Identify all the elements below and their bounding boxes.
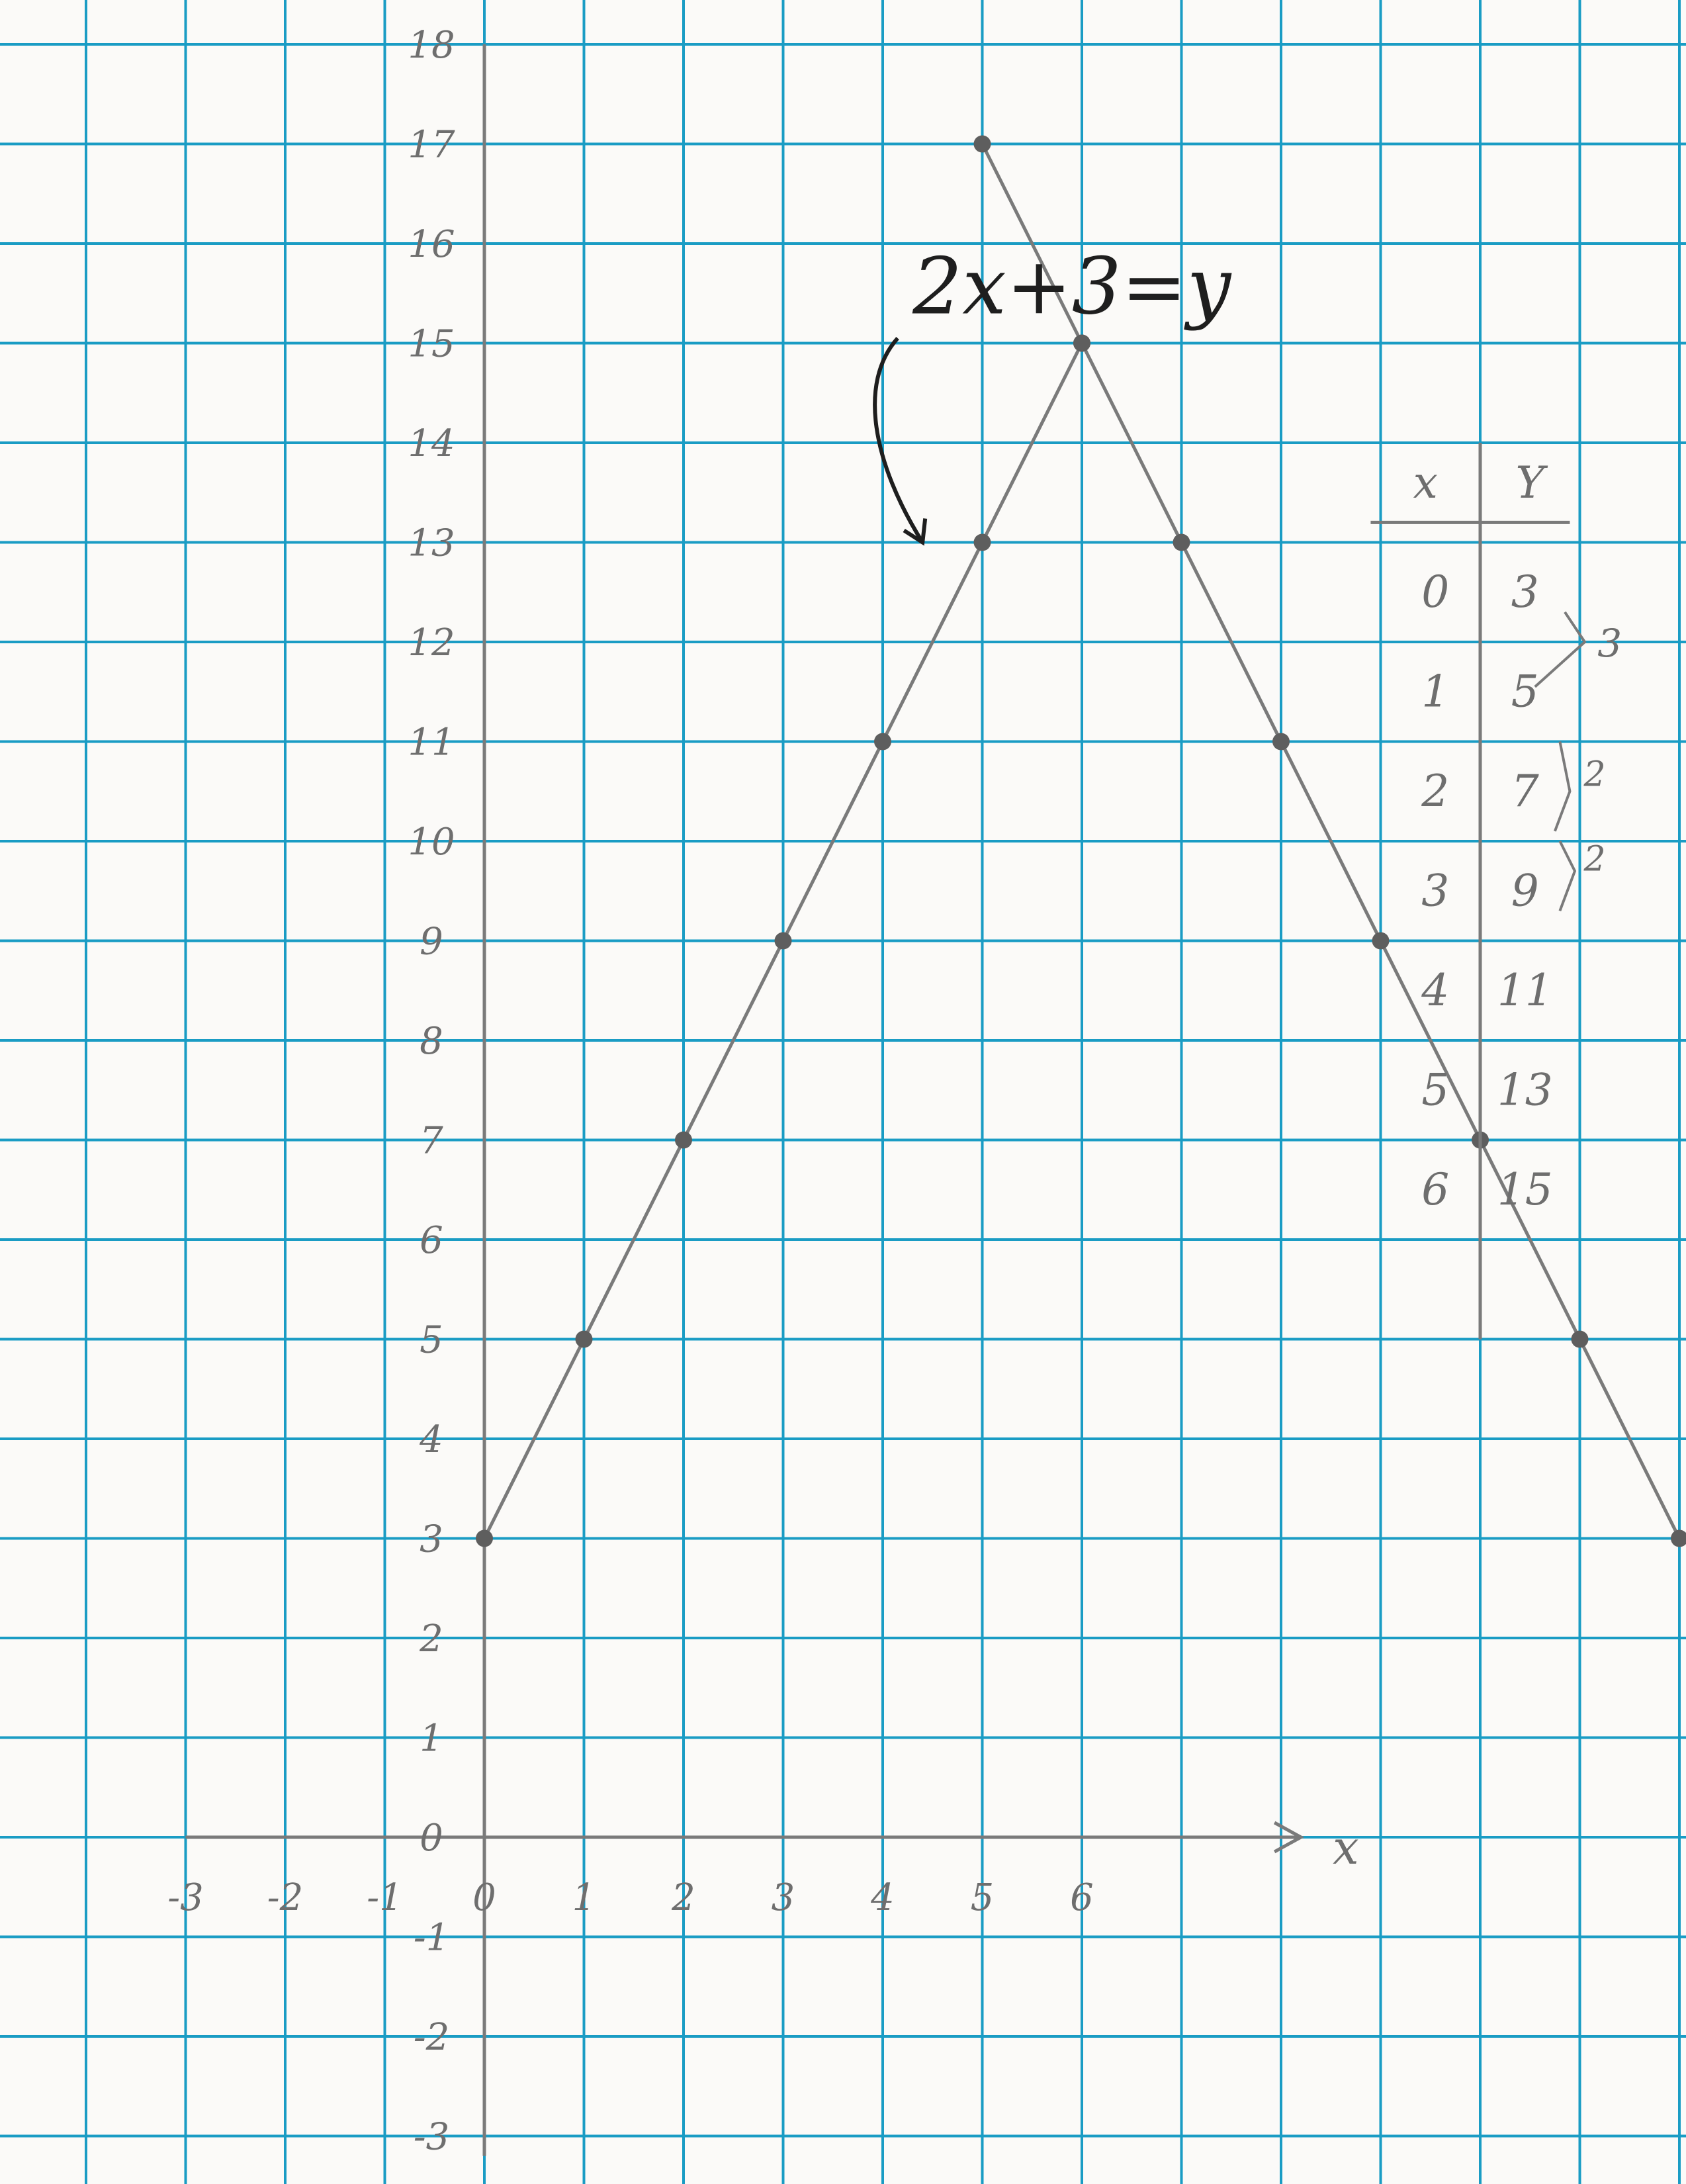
table-cell-y: 3 (1511, 567, 1539, 617)
data-point (1173, 533, 1190, 551)
y-tick-label: 14 (408, 422, 455, 465)
y-tick-label: 13 (408, 522, 455, 565)
y-tick-label: 1 (420, 1717, 443, 1760)
table-cell-x: 4 (1421, 965, 1449, 1016)
data-point (1372, 932, 1390, 950)
difference-bracket (1558, 841, 1577, 912)
y-tick-label: 18 (408, 24, 455, 67)
y-tick-label: 3 (420, 1518, 443, 1561)
y-tick-label: 16 (408, 223, 455, 266)
data-point (1571, 1330, 1589, 1348)
x-tick-label: 0 (472, 1876, 496, 1919)
table-cell-y: 9 (1511, 865, 1539, 916)
table-cell-y: 15 (1497, 1164, 1553, 1215)
x-axis-label: x (1333, 1821, 1358, 1875)
table-cell-y: 13 (1497, 1064, 1553, 1115)
table-cell-x: 0 (1421, 567, 1449, 617)
y-tick-label: -1 (414, 1917, 450, 1960)
y-tick-label: 8 (420, 1020, 443, 1063)
data-point (675, 1131, 692, 1149)
y-tick-label: 10 (408, 821, 455, 864)
table-cell-x: 3 (1421, 865, 1449, 916)
x-tick-label: 5 (971, 1876, 995, 1919)
table-header-y: Y (1515, 457, 1548, 508)
x-tick-label: 3 (772, 1876, 795, 1919)
y-tick-label: 12 (408, 621, 455, 664)
y-tick-label: 15 (408, 323, 455, 366)
data-point (774, 932, 792, 950)
data-point (973, 135, 991, 153)
data-point (476, 1529, 493, 1547)
data-point (1671, 1529, 1686, 1547)
table-cell-x: 5 (1421, 1064, 1449, 1115)
table-difference: 2 (1583, 755, 1606, 795)
table-cell-y: 11 (1497, 965, 1553, 1016)
chart-title: 2x+3=y (912, 240, 1231, 332)
y-tick-label: 7 (420, 1120, 443, 1163)
data-point (973, 533, 991, 551)
y-tick-label: 2 (419, 1617, 443, 1661)
y-tick-label: 4 (419, 1418, 443, 1461)
y-tick-label: 17 (408, 124, 455, 167)
data-point (1272, 733, 1290, 751)
table-cell-x: 6 (1421, 1164, 1449, 1215)
x-tick-label: -2 (267, 1876, 304, 1919)
table-cell-y: 5 (1511, 666, 1539, 717)
y-tick-label: 0 (420, 1817, 443, 1860)
x-tick-label: 4 (870, 1876, 895, 1919)
title-arrow-head (903, 518, 928, 546)
title-arrow (873, 336, 924, 544)
x-tick-label: -1 (367, 1876, 403, 1919)
data-point (874, 733, 891, 751)
data-point (575, 1330, 593, 1348)
difference-bracket (1534, 611, 1587, 688)
x-tick-label: 2 (671, 1876, 695, 1919)
x-tick-label: 1 (572, 1876, 596, 1919)
y-tick-label: 5 (420, 1319, 443, 1362)
series-line (981, 143, 1681, 1539)
y-tick-label: -2 (414, 2016, 450, 2059)
table-difference: 2 (1583, 840, 1606, 880)
y-tick-label: 6 (420, 1219, 443, 1262)
data-point (1073, 334, 1090, 352)
x-axis-arrow (1273, 1821, 1305, 1854)
y-tick-label: 9 (420, 921, 443, 964)
table-cell-x: 1 (1421, 666, 1449, 717)
x-tick-label: -3 (167, 1876, 204, 1919)
table-difference: 3 (1597, 621, 1622, 666)
table-cell-x: 2 (1421, 766, 1449, 817)
y-tick-label: -3 (414, 2116, 450, 2159)
difference-bracket (1554, 741, 1572, 832)
table-cell-y: 7 (1511, 766, 1539, 817)
x-tick-label: 6 (1070, 1876, 1094, 1919)
y-tick-label: 11 (408, 721, 455, 764)
table-header-x: x (1413, 457, 1438, 508)
